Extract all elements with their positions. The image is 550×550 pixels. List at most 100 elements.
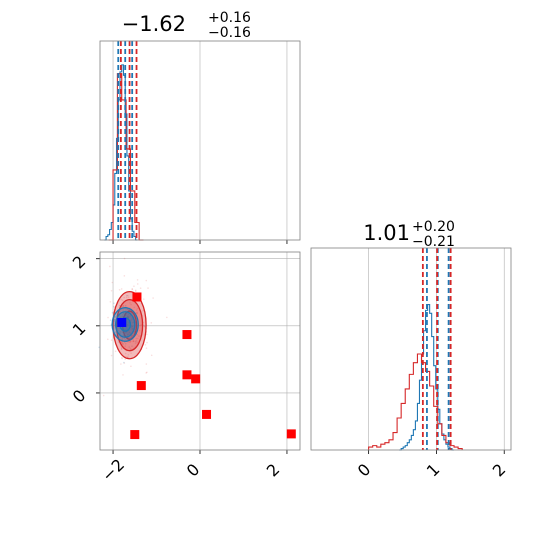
scatter-point-blue — [111, 311, 114, 314]
scatter-point-red — [107, 338, 109, 341]
scatter-point-blue — [109, 319, 112, 322]
scatter-point-red — [137, 335, 140, 337]
scatter-point-red — [131, 325, 133, 327]
p3-frame — [99, 251, 301, 451]
scatter-point-red — [129, 340, 132, 343]
scatter-point-red — [133, 285, 135, 288]
red-marker-6 — [130, 430, 140, 440]
scatter-point-red — [120, 356, 123, 359]
param2-title-lower: −0.21 — [412, 234, 455, 250]
scatter-point-red — [130, 328, 132, 331]
scatter-point-red — [125, 355, 127, 358]
scatter-point-red — [136, 283, 139, 285]
tick-label-y2-1: 1 — [69, 319, 90, 340]
scatter-point-red — [120, 363, 122, 365]
scatter-point-red — [145, 347, 148, 350]
scatter-point-blue — [113, 302, 115, 305]
scatter-point-red — [130, 365, 132, 368]
scatter-point-blue — [134, 340, 137, 343]
scatter-point-red — [121, 299, 124, 302]
param2-title: 1.01 +0.20 −0.21 — [363, 219, 455, 250]
param1-title-upper: +0.16 — [208, 10, 251, 26]
scatter-point-blue — [131, 345, 133, 347]
tick-label-x1-1: 0 — [183, 460, 204, 481]
scatter-point-red — [109, 301, 112, 303]
scatter-point-blue — [126, 327, 128, 330]
scatter-point-red — [127, 323, 130, 326]
tick-label-x2-0: 0 — [354, 460, 375, 481]
scatter-point-red — [136, 333, 138, 336]
tick-label-x2-2: 2 — [489, 460, 510, 481]
scatter-point-blue — [121, 313, 124, 316]
scatter-point-red — [124, 338, 127, 341]
scatter-point-blue — [125, 314, 128, 316]
scatter-point-blue — [121, 343, 124, 345]
tick-label-y2-2: 2 — [69, 252, 90, 273]
scatter-point-red — [124, 352, 127, 355]
scatter-point-red — [134, 290, 137, 293]
scatter-point-red — [145, 279, 148, 282]
red-marker-7 — [286, 429, 296, 439]
scatter-point-red — [142, 298, 145, 300]
scatter-point-red — [138, 329, 141, 332]
scatter-point-red — [165, 316, 168, 319]
scatter-point-blue — [113, 320, 116, 323]
scatter-point-red — [130, 340, 132, 342]
scatter-point-red — [121, 341, 124, 344]
scatter-point-red — [133, 306, 136, 309]
scatter-point-red — [147, 287, 149, 289]
scatter-point-blue — [121, 337, 124, 339]
scatter-point-red — [124, 331, 127, 334]
scatter-point-blue — [128, 331, 131, 333]
scatter-point-red — [121, 315, 124, 317]
scatter-point-red — [130, 352, 132, 354]
red-marker-2 — [136, 381, 146, 391]
scatter-point-blue — [127, 324, 129, 326]
scatter-point-blue — [125, 332, 127, 334]
scatter-point-red — [119, 330, 121, 333]
scatter-point-red — [109, 265, 111, 268]
scatter-point-red — [123, 275, 126, 277]
scatter-point-blue — [131, 334, 133, 337]
tick-label-x2-1: 1 — [423, 460, 444, 481]
scatter-point-blue — [122, 309, 124, 311]
scatter-point-red — [150, 354, 153, 357]
scatter-point-blue — [119, 310, 121, 313]
scatter-point-red — [142, 309, 144, 312]
scatter-point-red — [135, 309, 138, 311]
scatter-point-red — [136, 337, 139, 340]
scatter-point-blue — [127, 308, 130, 311]
scatter-point-red — [121, 331, 123, 334]
scatter-point-red — [126, 323, 128, 326]
tick-label-x1-2: 2 — [263, 460, 284, 481]
scatter-point-red — [124, 345, 126, 347]
scatter-point-blue — [125, 326, 128, 328]
scatter-point-blue — [126, 334, 129, 337]
scatter-point-red — [136, 341, 139, 344]
scatter-point-red — [126, 324, 128, 327]
scatter-point-blue — [127, 316, 130, 318]
scatter-point-blue — [126, 316, 129, 318]
scatter-point-red — [122, 343, 125, 345]
scatter-point-blue — [127, 333, 129, 336]
scatter-point-red — [127, 294, 129, 297]
scatter-point-blue — [127, 315, 129, 318]
scatter-point-red — [129, 302, 131, 304]
scatter-point-blue — [126, 294, 128, 297]
scatter-point-red — [132, 340, 135, 342]
scatter-point-red — [128, 333, 130, 336]
scatter-point-blue — [125, 322, 128, 325]
scatter-point-red — [107, 316, 109, 319]
param2-title-value: 1.01 — [363, 221, 410, 245]
scatter-point-blue — [112, 305, 115, 308]
param2-title-upper: +0.20 — [412, 219, 455, 235]
red-marker-1 — [182, 330, 192, 340]
scatter-point-blue — [124, 342, 127, 345]
param2-histogram-panel — [310, 247, 512, 454]
scatter-point-blue — [131, 317, 133, 319]
scatter-point-red — [121, 315, 124, 317]
p4-hist-blue — [399, 304, 455, 451]
scatter-point-red — [136, 307, 139, 310]
scatter-point-red — [119, 333, 122, 335]
